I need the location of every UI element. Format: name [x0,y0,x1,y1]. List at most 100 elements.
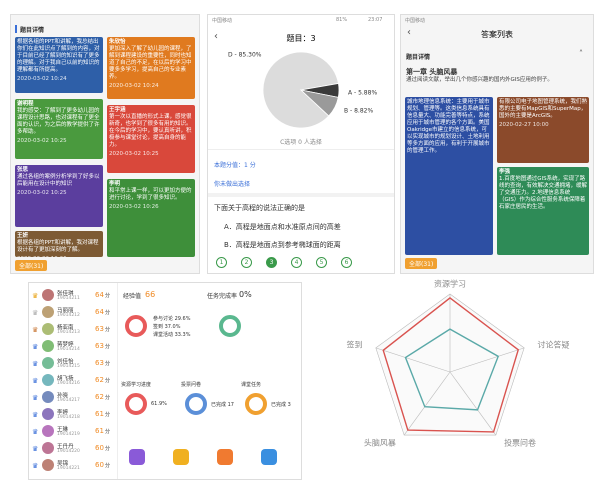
score: 63 [95,342,104,350]
avatar [42,391,54,403]
score: 60 [95,461,104,469]
task-value: 0% [239,290,252,299]
student-name: 王琳 [57,427,69,433]
back[interactable]: ‹ [407,27,411,38]
ring [125,393,147,415]
crown: ♛ [32,360,39,368]
legend-item: 参与讨论 29.6% [153,316,191,322]
answer-text: 城市地理信息系统：主要用于城市规划、管理等。这类信息系统具有信息量大、功能完善等… [407,99,490,154]
ring-label: 投票问卷 [181,382,202,388]
title: 题目：3 [286,34,316,43]
unit: 分 [105,446,111,452]
all-button[interactable]: 全部(31) [15,260,48,271]
date: 2020-03-02 10:25 [17,138,67,144]
exp-label: 经验值 [123,293,142,300]
series-area [404,328,500,411]
author: 王妍 [17,233,29,239]
date: 2020-03-02 10:25 [109,151,159,157]
page-button[interactable]: 3 [266,257,277,268]
crown: ♛ [32,428,39,436]
student-id: 19014219 [57,432,80,437]
phone-middle: 中国移动 81% 23:07 ‹ 题目：3 D - 85.30% A - 5.88… [207,14,395,274]
battery: 81% [336,17,348,23]
answer-card: 根据各组的PPT和讲解，我总结出你们在此知识点了解到的内容，对于目前已经了解到的… [15,37,103,93]
crown: ♛ [32,343,39,351]
axis-label: 投票问卷 [504,438,536,448]
answer-card: 谢明程 我的感受：了解到了更多幼儿园的课程设计思路，也对课程有了更全面的认识，为之… [15,99,103,159]
answer-text: 根据各组的PPT和讲解，我总结出你们在此知识点了解到的内容，对于目前已经了解到的… [17,39,100,73]
page-button[interactable]: 1 [216,257,227,268]
answer-text: 1.百度地图通过GIS系统，实现了路线的查询，有效解决交通拥堵，缓解了交通压力。… [499,176,588,210]
page-button[interactable]: 6 [341,257,352,268]
unit: 分 [105,293,111,299]
author: 张思 [17,167,29,173]
spoke [403,371,451,436]
date: 2020-03-02 10:24 [109,83,159,89]
page-button[interactable]: 4 [291,257,302,268]
answer-card: 城市地理信息系统：主要用于城市规划、管理等。这类信息系统具有信息量大、功能完善等… [405,97,493,255]
axis-label: 讨论答疑 [537,339,569,349]
app-icon[interactable] [217,449,233,465]
score: 61 [95,410,104,418]
crown: ♛ [32,326,39,334]
avatar [42,289,54,301]
author: 李强 [499,169,511,175]
answer-text: 根据各组的PPT和讲解，我对课程设计有了更加深刻的了解。 [17,240,99,253]
crown: ♛ [32,445,39,453]
collapse[interactable]: ˄ [579,49,583,58]
avatar [42,442,54,454]
score: 60 [95,444,104,452]
carrier: 中国移动 [405,18,426,24]
unit: 分 [105,378,111,384]
page-button[interactable]: 2 [241,257,252,268]
crown: ♛ [32,394,39,402]
all-button[interactable]: 全部(31) [405,258,438,269]
answer-card: 王宇涵 第一次以直播的形式上课，感觉很新奇，也学到了很多有用的知识。在今后的学习中… [107,105,195,173]
slice-label: A - 5.88% [348,90,377,97]
app-icon[interactable] [129,449,145,465]
unit: 分 [105,463,111,469]
back[interactable]: ‹ [214,31,218,42]
score: 62 [95,393,104,401]
app-icon[interactable] [173,449,189,465]
legend-item: 签到 37.0% [153,324,181,330]
crown: ♛ [32,377,39,385]
phone-right: 中国移动 ‹ 答案列表 题目详情 ˄ 第一章 头脑风暴 通过阅读文献，举出几个你… [400,14,594,274]
option[interactable]: A．高程是地面点和水准原点间的高差 [224,223,341,231]
ring [185,393,207,415]
answer-card: 朱欣怡 更加深入了解了幼儿园的课程，了解到课程建设的重要性，同时也知道了自己的不足… [107,37,195,99]
answer-text: 和平常上课一样，可以更加方便的进行讨论，学到了很多知识。 [109,188,192,201]
carrier: 中国移动 [212,18,233,24]
crown: ♛ [32,462,39,470]
chapter: 第一章 头脑风暴 [406,68,458,76]
student-name: 吴锦 [57,461,69,467]
spoke [449,371,497,436]
student-name: 张佳琪 [57,291,74,297]
divider [208,193,394,197]
status: 你未做出选择 [214,181,251,188]
page-button[interactable]: 5 [316,257,327,268]
student-id: 19014214 [57,347,80,352]
ring [125,315,147,337]
unit: 分 [105,327,111,333]
date: 2020-03-02 10:24 [17,76,67,82]
student-id: 19014213 [57,330,80,335]
ring-value: 已完成 3 [271,402,291,408]
student-name: 蒋梦婷 [57,342,74,348]
exp-value: 66 [145,290,156,299]
axis-label: 头脑风暴 [364,438,396,448]
header: 题目详情 [20,27,45,34]
legend-item: 课堂活动 33.3% [153,332,191,338]
accent [15,25,17,33]
option[interactable]: B．高程是地面点到参考椭球面的距离 [224,241,341,249]
score: 63 [95,325,104,333]
score: 63 [95,359,104,367]
avatar [42,306,54,318]
ring-value: 已完成 17 [211,402,234,408]
app-icon[interactable] [261,449,277,465]
pie-chart: D - 85.30% A - 5.88% B - 8.82% [228,52,377,129]
crown: ♛ [32,411,39,419]
spoke [375,347,451,373]
